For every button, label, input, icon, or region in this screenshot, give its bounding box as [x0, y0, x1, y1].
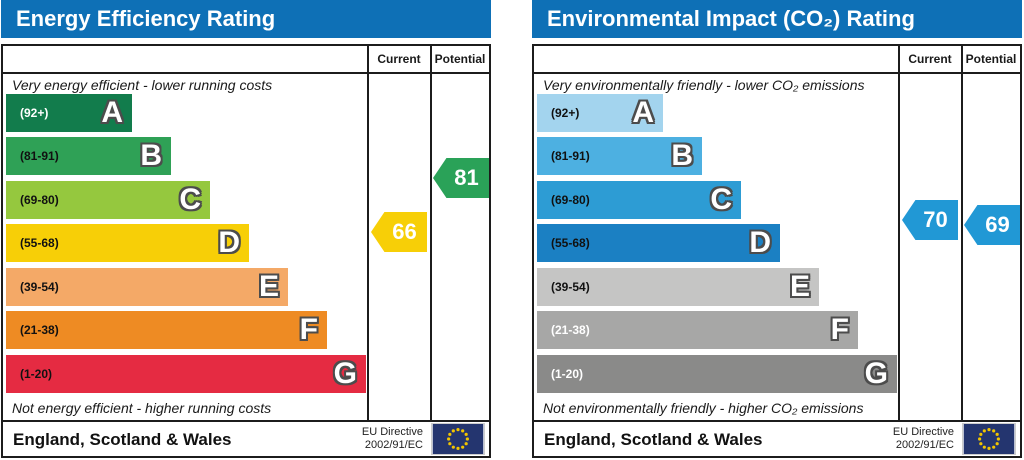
band-g: (1-20) G	[537, 355, 897, 393]
band-range-label: (1-20)	[551, 367, 584, 381]
footer-divider	[3, 420, 489, 422]
eu-directive-line1: EU Directive	[361, 426, 423, 438]
band-letter: F	[830, 313, 849, 346]
top-caption: Very environmentally friendly - lower CO…	[543, 77, 865, 93]
header-row-divider	[534, 72, 1020, 74]
band-letter: D	[218, 226, 240, 259]
band-letter: E	[789, 270, 810, 303]
band-range-label: (81-91)	[20, 149, 59, 163]
eu-directive-line2: 2002/91/EC	[364, 439, 423, 451]
eu-directive-label: EU Directive 2002/91/EC	[362, 422, 423, 456]
environmental-impact-chart: Environmental Impact (CO₂) Rating Curren…	[532, 0, 1022, 458]
current-rating-arrow: 70	[902, 200, 958, 240]
bottom-caption: Not energy efficient - higher running co…	[12, 400, 272, 416]
potential-column-header: Potential	[965, 52, 1017, 66]
band-b: (81-91) B	[6, 137, 171, 175]
eu-flag-icon	[962, 423, 1016, 455]
band-letter: F	[299, 313, 318, 346]
band-a: (92+) A	[537, 94, 663, 132]
potential-rating-arrow: 81	[433, 158, 489, 198]
band-a: (92+) A	[6, 94, 132, 132]
band-range-label: (92+)	[20, 106, 49, 120]
current-column-header: Current	[908, 52, 952, 66]
band-letter: G	[333, 357, 357, 390]
column-divider	[430, 46, 432, 420]
band-f: (21-38) F	[537, 311, 858, 349]
bottom-caption: Not environmentally friendly - higher CO…	[543, 400, 864, 416]
band-letter: C	[710, 183, 732, 216]
current-rating-arrow: 66	[371, 212, 427, 252]
potential-column-header: Potential	[434, 52, 486, 66]
band-letter: B	[671, 139, 693, 172]
region-label: England, Scotland & Wales	[544, 430, 763, 449]
top-caption: Very energy efficient - lower running co…	[12, 77, 273, 93]
current-column-header: Current	[377, 52, 421, 66]
eu-directive-line1: EU Directive	[892, 426, 954, 438]
band-range-label: (92+)	[551, 106, 580, 120]
band-d: (55-68) D	[537, 224, 780, 262]
band-range-label: (21-38)	[20, 323, 59, 337]
chart-title: Energy Efficiency Rating	[1, 0, 491, 38]
column-divider	[898, 46, 900, 420]
rating-table: Current Potential Very environmentally f…	[532, 44, 1022, 458]
band-range-label: (39-54)	[551, 280, 590, 294]
band-c: (69-80) C	[6, 181, 210, 219]
column-divider	[961, 46, 963, 420]
region-label: England, Scotland & Wales	[13, 430, 232, 449]
header-row-divider	[3, 72, 489, 74]
band-f: (21-38) F	[6, 311, 327, 349]
band-c: (69-80) C	[537, 181, 741, 219]
band-letter: D	[749, 226, 771, 259]
eu-flag-icon	[431, 423, 485, 455]
band-letter: A	[101, 96, 123, 129]
band-letter: A	[632, 96, 654, 129]
band-range-label: (21-38)	[551, 323, 590, 337]
band-e: (39-54) E	[537, 268, 819, 306]
band-b: (81-91) B	[537, 137, 702, 175]
band-letter: E	[258, 270, 279, 303]
band-letter: B	[140, 139, 162, 172]
band-e: (39-54) E	[6, 268, 288, 306]
band-range-label: (81-91)	[551, 149, 590, 163]
band-letter: G	[864, 357, 888, 390]
band-range-label: (55-68)	[551, 236, 590, 250]
eu-directive-line2: 2002/91/EC	[895, 439, 954, 451]
band-d: (55-68) D	[6, 224, 249, 262]
column-divider	[367, 46, 369, 420]
band-letter: C	[179, 183, 201, 216]
band-range-label: (39-54)	[20, 280, 59, 294]
band-g: (1-20) G	[6, 355, 366, 393]
energy-efficiency-chart: Energy Efficiency Rating Current Potenti…	[1, 0, 491, 458]
footer-divider	[534, 420, 1020, 422]
potential-rating-arrow: 69	[964, 205, 1020, 245]
eu-directive-label: EU Directive 2002/91/EC	[893, 422, 954, 456]
band-range-label: (69-80)	[20, 193, 59, 207]
rating-table: Current Potential Very energy efficient …	[1, 44, 491, 458]
band-range-label: (55-68)	[20, 236, 59, 250]
band-range-label: (69-80)	[551, 193, 590, 207]
band-range-label: (1-20)	[20, 367, 53, 381]
chart-title: Environmental Impact (CO₂) Rating	[532, 0, 1022, 38]
